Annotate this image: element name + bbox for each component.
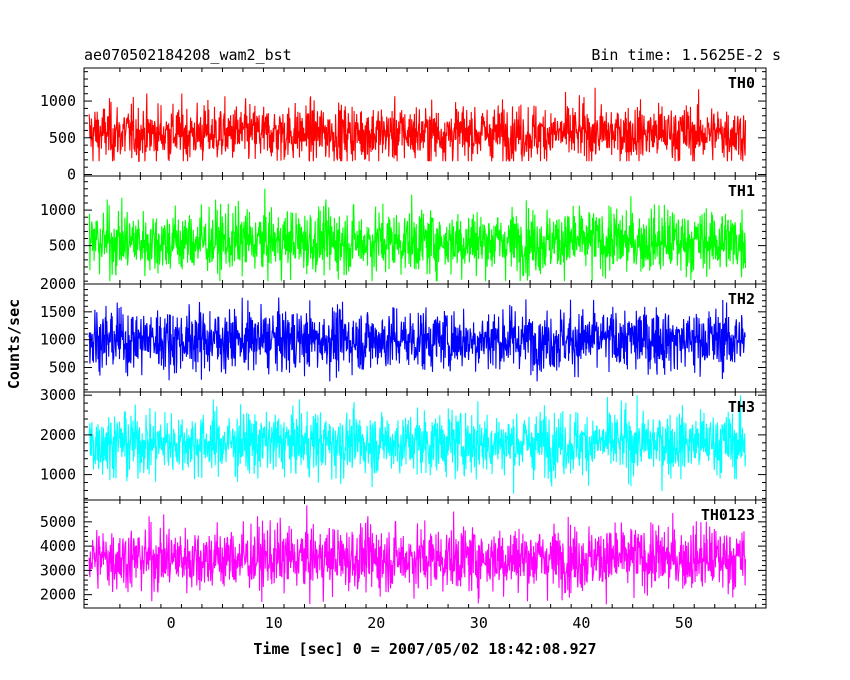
series-line-th0123	[88, 505, 747, 605]
y-tick-label: 1000	[40, 92, 76, 110]
panel-th3: 1000 2000 3000 TH3	[40, 386, 767, 501]
y-tick-label: 2000	[40, 275, 76, 293]
y-tick-label: 1000	[40, 201, 76, 219]
x-tick-label: 20	[367, 614, 385, 632]
y-tick-label: 500	[49, 237, 76, 255]
y-tick-label: 2000	[40, 586, 76, 604]
y-tick-label: 3000	[40, 386, 76, 404]
chart-title: ae070502184208_wam2_bst	[84, 46, 292, 64]
series-line-th1	[88, 188, 747, 282]
panel-th0123: 2000 3000 4000 5000 TH0123	[40, 499, 767, 609]
panel-th1: 500 1000 TH1	[40, 175, 767, 285]
series-line-th3	[88, 395, 747, 494]
x-tick-label: 10	[265, 614, 283, 632]
y-axis-label: Counts/sec	[5, 299, 23, 389]
y-tick-label: 1500	[40, 303, 76, 321]
x-axis-label: Time [sec] 0 = 2007/05/02 18:42:08.927	[253, 640, 596, 658]
panel-frame	[83, 499, 767, 609]
x-tick-label: 0	[167, 614, 176, 632]
series-line-th2	[88, 297, 746, 382]
y-tick-label: 4000	[40, 537, 76, 555]
y-tick-label: 1000	[40, 466, 76, 484]
panel-th2: 500 1000 1500 2000 TH2	[40, 275, 767, 393]
y-tick-label: 500	[49, 359, 76, 377]
panels-group: 05001000TH05001000TH1500100015002000TH21…	[40, 67, 767, 632]
panel-label: TH1	[728, 182, 755, 200]
bin-time-label: Bin time: 1.5625E-2 s	[591, 46, 781, 64]
x-tick-label: 40	[572, 614, 590, 632]
panel-label: TH3	[728, 398, 755, 416]
panel-label: TH2	[728, 290, 755, 308]
panel-label: TH0	[728, 74, 755, 92]
y-tick-label: 2000	[40, 426, 76, 444]
y-tick-label: 500	[49, 129, 76, 147]
panel-label: TH0123	[701, 506, 755, 524]
series-line-th0	[88, 87, 747, 162]
panel-th0: 0 500 1000 TH0	[40, 67, 767, 184]
y-tick-label: 3000	[40, 561, 76, 579]
y-tick-label: 1000	[40, 331, 76, 349]
y-tick-label: 0	[67, 166, 76, 184]
y-tick-label: 5000	[40, 513, 76, 531]
x-tick-label: 30	[470, 614, 488, 632]
x-tick-label: 50	[675, 614, 693, 632]
